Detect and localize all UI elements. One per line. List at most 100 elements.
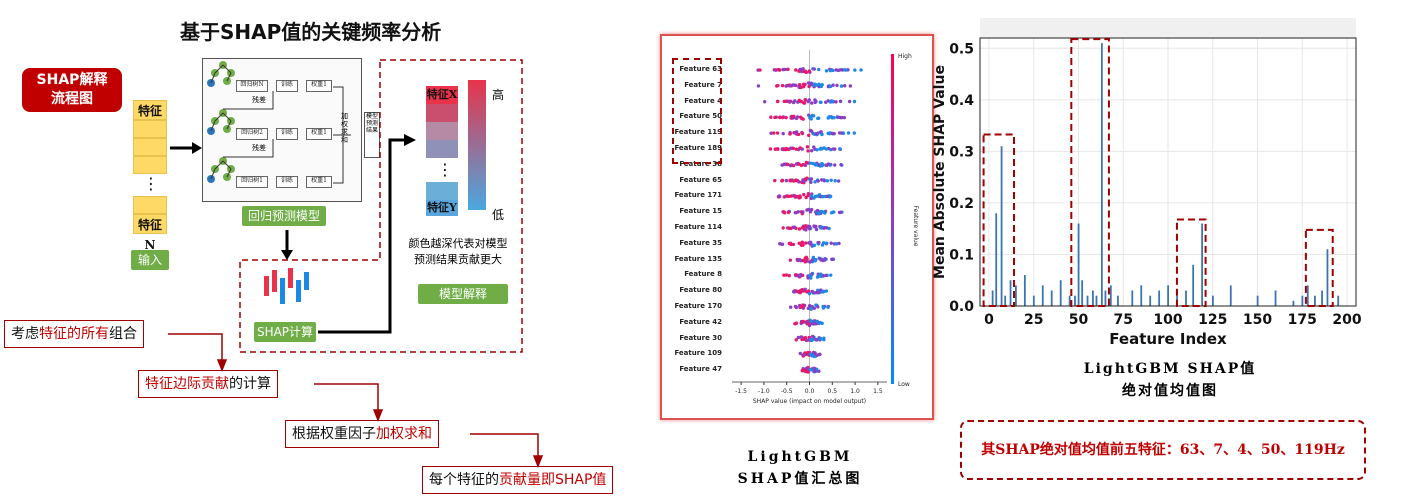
shap-point — [772, 131, 776, 135]
shap-point — [806, 350, 810, 355]
shap-point — [806, 306, 811, 310]
weight-box: 权重1 — [306, 80, 332, 92]
shap-point — [833, 178, 837, 183]
feature-label: Feature 63 — [679, 65, 722, 73]
step-4: 每个特征的贡献量即SHAP值 — [422, 466, 614, 494]
highlight-box — [1070, 38, 1110, 308]
shap-point — [816, 179, 820, 183]
y-tick-label: 0.3 — [949, 144, 974, 160]
shap-point — [788, 132, 792, 136]
shap-point — [805, 176, 809, 180]
feature-label: Feature 4 — [684, 96, 722, 105]
shap-point — [809, 276, 813, 280]
train-box: 训练 — [276, 80, 298, 92]
elbow-arrow-icon — [318, 134, 416, 334]
summary-plot: -1.5 -1.0 -0.5 0.0 0.5 1.0 1.5 SHAP value (impa… — [732, 50, 919, 405]
x-tick-label: 200 — [1332, 312, 1361, 328]
plot-frame — [979, 37, 1357, 307]
y-tick-label: 0.0 — [949, 299, 974, 315]
shap-point — [803, 287, 807, 291]
shap-point — [824, 226, 829, 230]
shap-point — [808, 367, 813, 372]
shap-point — [801, 117, 805, 121]
shap-point — [835, 83, 839, 88]
feature-n-box: 特征N — [133, 214, 167, 252]
shap-point — [803, 336, 808, 341]
shap-point — [839, 163, 843, 167]
train-box: 训练 — [276, 128, 298, 140]
summary-plot-frame: -1.5 -1.0 -0.5 0.0 0.5 1.0 1.5 SHAP value (impa… — [660, 34, 934, 420]
x-tick-label: 150 — [1243, 312, 1272, 328]
x-tick-label: 0.0 — [805, 388, 815, 395]
shap-point — [811, 114, 816, 118]
shap-point — [834, 242, 839, 246]
tree-box: 回归树1 — [236, 176, 268, 188]
ellipsis: ⋮ — [437, 160, 453, 179]
highlight-box — [982, 133, 1016, 307]
shap-point — [787, 194, 791, 199]
shap-point — [846, 131, 851, 135]
shap-point — [775, 131, 780, 135]
x-tick-label: 0 — [984, 312, 994, 328]
feature-label: Feature 65 — [679, 175, 722, 184]
shap-point — [830, 257, 834, 262]
feature-box — [133, 138, 167, 156]
shap-point — [788, 258, 793, 262]
feature-label: Feature 109 — [674, 349, 722, 358]
ellipsis: ⋮ — [143, 174, 159, 193]
shap-point — [789, 226, 793, 231]
agg-label: 加权求和 — [341, 112, 348, 144]
bar — [1109, 285, 1112, 306]
shap-point — [809, 194, 814, 198]
shap-point — [816, 116, 821, 120]
shap-point — [824, 289, 829, 293]
highlight-box — [1304, 228, 1334, 308]
shap-icon — [264, 268, 309, 304]
feature-box — [133, 196, 167, 214]
shap-point — [821, 304, 826, 309]
shap-point — [808, 210, 813, 214]
shap-point — [780, 242, 785, 246]
feature-label: Feature 7 — [684, 80, 722, 89]
shap-point — [794, 338, 798, 342]
shap-point — [812, 243, 817, 247]
low-label: 低 — [492, 208, 505, 222]
shap-point — [837, 147, 842, 151]
shap-point — [824, 100, 828, 104]
shap-point — [809, 117, 813, 121]
shap-point — [804, 228, 808, 232]
model-explain-label: 模型解释 — [418, 284, 508, 304]
color-note: 颜色越深代表对模型 预测结果贡献更大 — [398, 236, 518, 268]
shap-point — [826, 131, 830, 136]
shap-point — [816, 305, 820, 309]
bar — [1158, 290, 1161, 306]
shap-point — [852, 131, 857, 135]
shap-point — [821, 290, 825, 294]
shap-point — [756, 84, 761, 88]
step-1: 考虑特征的所有组合 — [4, 320, 144, 348]
shap-point — [796, 335, 801, 340]
feature-1-box: 特征1 — [133, 100, 167, 138]
shap-point — [800, 240, 804, 245]
shap-point — [813, 180, 817, 184]
header-band — [980, 18, 1356, 38]
x-tick-label: -0.5 — [781, 388, 793, 395]
bar — [1050, 290, 1053, 306]
y-tick-label: 0.1 — [949, 247, 974, 263]
shap-point — [804, 195, 808, 200]
shap-point — [807, 133, 811, 138]
shap-point — [821, 274, 825, 278]
feature-label: Feature 47 — [679, 365, 722, 374]
residual-label: 残差 — [252, 144, 266, 152]
x-tick-label: 25 — [1024, 312, 1043, 328]
bar — [1229, 285, 1232, 306]
shap-point — [794, 162, 799, 166]
badge-line-2: 流程图 — [51, 91, 93, 107]
feature-label: Feature 15 — [679, 207, 722, 216]
bar — [1326, 249, 1329, 306]
x-tick-label: 1.0 — [850, 388, 860, 395]
bar — [1100, 43, 1103, 307]
shap-point — [831, 147, 836, 151]
y-axis-label: Mean Absolute SHAP Value — [932, 65, 948, 279]
shap-point — [777, 194, 782, 198]
